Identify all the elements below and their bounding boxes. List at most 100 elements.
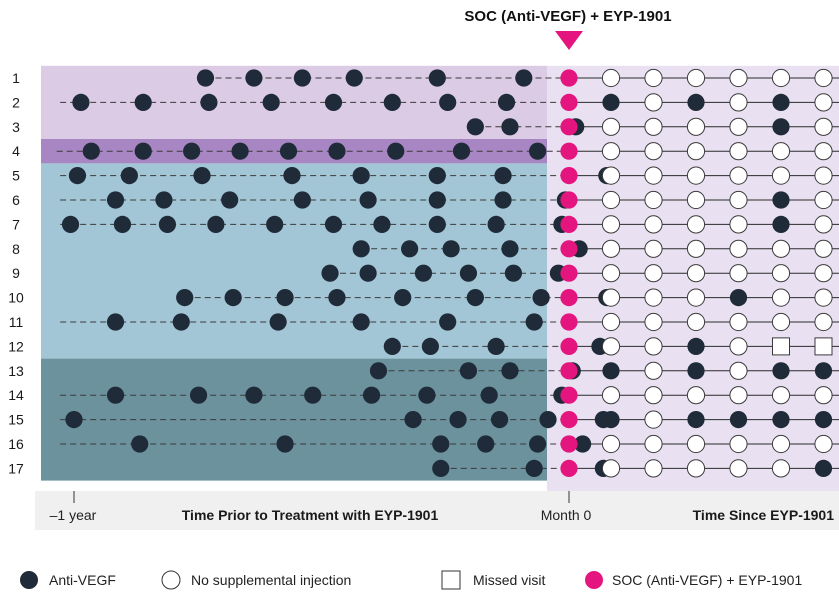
no-injection-circle (771, 264, 791, 283)
anti-vegf-dot (602, 362, 620, 380)
soc-eyp-dot (560, 69, 578, 87)
anti-vegf-dot (490, 411, 509, 429)
anti-vegf-dot (221, 191, 239, 209)
anti-vegf-dot (158, 215, 177, 233)
patient-row: 5 (12, 166, 839, 185)
anti-vegf-dot (814, 459, 833, 477)
no-injection-circle (644, 337, 663, 356)
anti-vegf-dot (362, 386, 381, 404)
no-injection-circle (686, 68, 706, 88)
legend-none-circle (161, 570, 181, 590)
anti-vegf-dot (155, 191, 173, 209)
no-injection-circle (771, 142, 791, 161)
no-injection-circle (814, 264, 833, 283)
legend-anti-vegf-dot (20, 571, 38, 589)
soc-eyp-dot (560, 191, 578, 209)
anti-vegf-dot (525, 313, 543, 331)
soc-eyp-dot (560, 264, 578, 282)
no-injection-circle (814, 142, 833, 161)
row-label: 10 (8, 290, 24, 306)
anti-vegf-dot (224, 289, 242, 307)
no-injection-circle (601, 68, 621, 88)
no-injection-circle (601, 386, 621, 405)
legend-missed-label: Missed visit (473, 572, 545, 588)
anti-vegf-dot (772, 191, 790, 209)
anti-vegf-dot (432, 435, 450, 453)
axis-title-prior: Time Prior to Treatment with EYP-1901 (182, 507, 439, 523)
no-injection-circle (601, 166, 621, 185)
no-injection-circle (644, 361, 663, 380)
patient-row: 11 (9, 312, 839, 332)
soc-eyp-dot (560, 435, 578, 453)
no-injection-circle (814, 215, 833, 234)
anti-vegf-dot (459, 362, 478, 380)
no-injection-circle (814, 434, 833, 454)
anti-vegf-dot (814, 362, 833, 380)
no-injection-circle (686, 117, 706, 136)
anti-vegf-dot (276, 435, 294, 453)
anti-vegf-dot (61, 215, 80, 233)
anti-vegf-dot (276, 289, 294, 307)
no-injection-circle (686, 459, 706, 478)
anti-vegf-dot (487, 215, 505, 233)
no-injection-circle (729, 312, 748, 332)
anti-vegf-dot (131, 435, 149, 453)
row-label: 11 (9, 314, 24, 330)
no-injection-circle (771, 166, 791, 185)
no-injection-circle (644, 215, 663, 234)
soc-eyp-dot (560, 93, 578, 111)
anti-vegf-dot (497, 93, 516, 111)
legend-missed-square (441, 570, 461, 590)
no-injection-circle (729, 386, 748, 405)
no-injection-circle (771, 288, 791, 307)
anti-vegf-dot (772, 362, 790, 380)
no-injection-circle (601, 312, 621, 332)
no-injection-circle (729, 337, 748, 356)
row-label: 12 (8, 338, 24, 354)
anti-vegf-dot (529, 142, 547, 160)
no-injection-circle (644, 166, 663, 185)
row-label: 5 (12, 168, 20, 184)
patient-row: 7 (12, 215, 839, 234)
anti-vegf-dot (283, 167, 301, 185)
no-injection-circle (644, 386, 663, 405)
no-injection-circle (601, 117, 621, 136)
anti-vegf-dot (383, 93, 401, 111)
anti-vegf-dot (65, 411, 83, 429)
anti-vegf-dot (369, 362, 388, 380)
anti-vegf-dot (321, 264, 339, 282)
header: SOC (Anti-VEGF) + EYP-1901 (464, 8, 672, 50)
soc-eyp-dot (560, 459, 578, 477)
row-label: 1 (12, 70, 20, 86)
anti-vegf-dot (532, 289, 550, 307)
anti-vegf-dot (196, 69, 215, 87)
anti-vegf-dot (304, 386, 322, 404)
anti-vegf-dot (172, 313, 190, 331)
no-injection-circle (686, 264, 706, 283)
anti-vegf-dot (772, 93, 790, 111)
anti-vegf-dot (525, 459, 543, 477)
row-label: 15 (8, 412, 24, 428)
anti-vegf-dot (477, 435, 495, 453)
anti-vegf-dot (120, 167, 138, 185)
patient-row: 17 (8, 459, 839, 478)
anti-vegf-dot (328, 142, 346, 160)
soc-eyp-dot (560, 411, 578, 429)
anti-vegf-dot (428, 215, 446, 233)
anti-vegf-dot (574, 435, 592, 453)
time-axis: –1 year Time Prior to Treatment with EYP-… (50, 491, 834, 523)
legend: Anti-VEGF No supplemental injection Missed… (20, 570, 802, 590)
anti-vegf-dot (106, 313, 125, 331)
anti-vegf-dot (293, 69, 311, 87)
anti-vegf-dot (414, 264, 433, 282)
axis-band (35, 491, 839, 530)
no-injection-circle (601, 288, 621, 307)
no-injection-circle (729, 264, 748, 283)
anti-vegf-dot (352, 313, 370, 331)
no-injection-circle (686, 166, 706, 185)
patient-row: 12 (8, 337, 839, 356)
anti-vegf-dot (352, 167, 370, 185)
no-injection-circle (814, 93, 833, 112)
no-injection-circle (729, 361, 748, 380)
